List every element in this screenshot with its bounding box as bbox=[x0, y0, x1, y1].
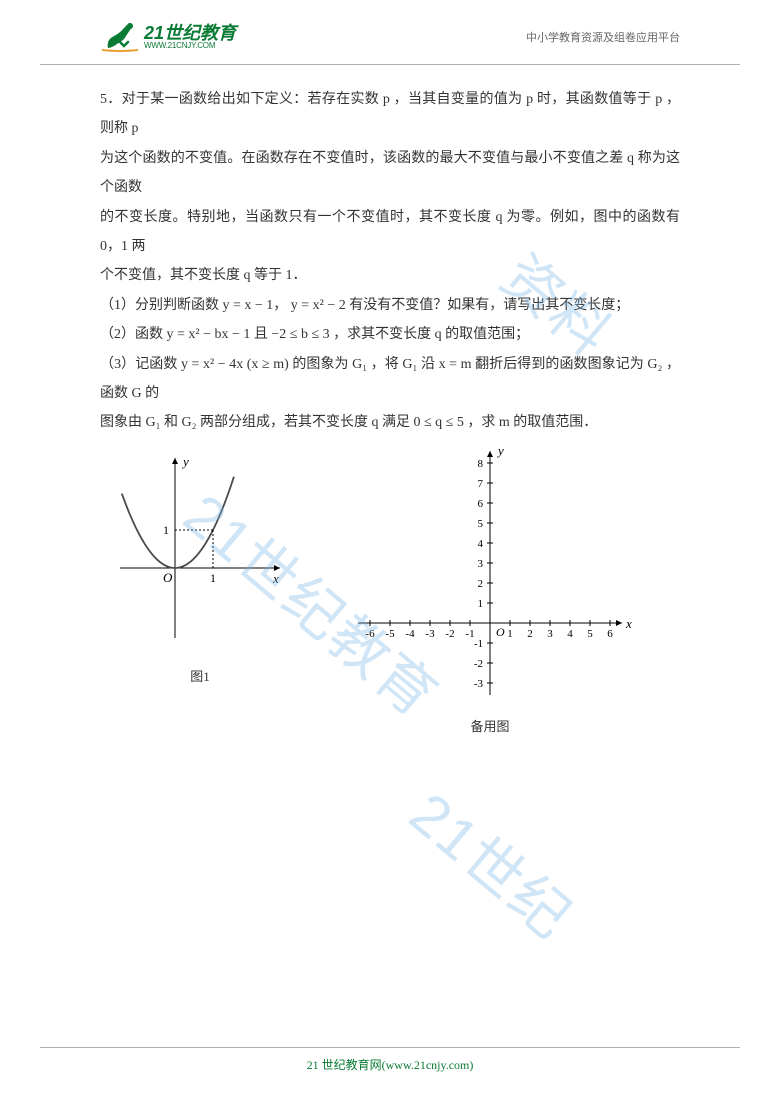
watermark-3: 21世纪 bbox=[395, 769, 593, 955]
coordinate-grid: -6-5-4-3-2-112345612345678-1-2-3yxO bbox=[330, 448, 650, 698]
svg-text:1: 1 bbox=[163, 523, 169, 537]
svg-text:-5: -5 bbox=[385, 628, 395, 640]
svg-text:6: 6 bbox=[478, 498, 484, 510]
svg-text:-1: -1 bbox=[474, 638, 483, 650]
svg-text:3: 3 bbox=[547, 628, 553, 640]
runner-icon bbox=[100, 20, 140, 54]
svg-text:3: 3 bbox=[478, 558, 484, 570]
logo-url: WWW.21CNJY.COM bbox=[144, 42, 236, 50]
svg-text:5: 5 bbox=[587, 628, 593, 640]
svg-text:2: 2 bbox=[478, 578, 484, 590]
intro-line-1: 5．对于某一函数给出如下定义：若存在实数 p ，当其自变量的值为 p 时，其函数… bbox=[100, 85, 680, 144]
question-3a: （3）记函数 y = x² − 4x (x ≥ m) 的图象为 G₁ ，将 G₁… bbox=[100, 350, 680, 409]
svg-text:-3: -3 bbox=[425, 628, 435, 640]
figure-1: y x O 1 1 图1 bbox=[110, 448, 290, 691]
svg-text:y: y bbox=[181, 454, 189, 469]
svg-text:4: 4 bbox=[567, 628, 573, 640]
svg-text:1: 1 bbox=[210, 571, 216, 585]
svg-text:6: 6 bbox=[607, 628, 613, 640]
page-header: 21世纪教育 WWW.21CNJY.COM 中小学教育资源及组卷应用平台 bbox=[40, 0, 740, 65]
svg-text:5: 5 bbox=[478, 518, 484, 530]
svg-text:x: x bbox=[272, 571, 279, 586]
intro-line-2: 为这个函数的不变值。在函数存在不变值时，该函数的最大不变值与最小不变值之差 q … bbox=[100, 144, 680, 203]
question-2: （2）函数 y = x² − bx − 1 且 −2 ≤ b ≤ 3 ，求其不变… bbox=[100, 320, 680, 349]
figures-row: yxO11 图1 -6-5-4-3-2-112345612345678-1-2-… bbox=[100, 448, 680, 741]
question-1: （1）分别判断函数 y = x − 1， y = x² − 2 有没有不变值？如… bbox=[100, 291, 680, 320]
svg-text:7: 7 bbox=[478, 478, 484, 490]
svg-text:1: 1 bbox=[478, 598, 484, 610]
problem-content: 5．对于某一函数给出如下定义：若存在实数 p ，当其自变量的值为 p 时，其函数… bbox=[0, 65, 780, 740]
svg-text:-3: -3 bbox=[474, 678, 484, 690]
parabola-graph: y x O 1 1 bbox=[115, 448, 285, 648]
svg-text:8: 8 bbox=[478, 458, 484, 470]
figure-1-caption: 图1 bbox=[110, 663, 290, 690]
svg-text:y: y bbox=[496, 448, 504, 458]
svg-text:-2: -2 bbox=[474, 658, 483, 670]
page-footer: 21 世纪教育网(www.21cnjy.com) bbox=[40, 1047, 740, 1073]
logo-text: 21世纪教育 WWW.21CNJY.COM bbox=[144, 24, 236, 50]
footer-text: 21 世纪教育网(www.21cnjy.com) bbox=[307, 1058, 474, 1072]
svg-text:-2: -2 bbox=[445, 628, 454, 640]
figure-2: -6-5-4-3-2-112345612345678-1-2-3yxO 备用图 bbox=[330, 448, 650, 741]
intro-line-3: 的不变长度。特别地，当函数只有一个不变值时，其不变长度 q 为零。例如，图中的函… bbox=[100, 203, 680, 262]
svg-text:x: x bbox=[625, 616, 632, 631]
intro-line-4: 个不变值，其不变长度 q 等于 1． bbox=[100, 261, 680, 290]
svg-text:O: O bbox=[163, 570, 173, 585]
svg-text:-4: -4 bbox=[405, 628, 415, 640]
svg-text:-6: -6 bbox=[365, 628, 375, 640]
svg-text:O: O bbox=[496, 625, 505, 639]
svg-text:2: 2 bbox=[527, 628, 533, 640]
question-3b: 图象由 G₁ 和 G₂ 两部分组成，若其不变长度 q 满足 0 ≤ q ≤ 5 … bbox=[100, 408, 680, 437]
header-platform-text: 中小学教育资源及组卷应用平台 bbox=[526, 29, 680, 45]
svg-text:1: 1 bbox=[507, 628, 513, 640]
svg-text:4: 4 bbox=[478, 538, 484, 550]
logo-title: 21世纪教育 bbox=[144, 24, 236, 42]
figure-2-caption: 备用图 bbox=[330, 713, 650, 740]
logo-block: 21世纪教育 WWW.21CNJY.COM bbox=[100, 20, 236, 54]
